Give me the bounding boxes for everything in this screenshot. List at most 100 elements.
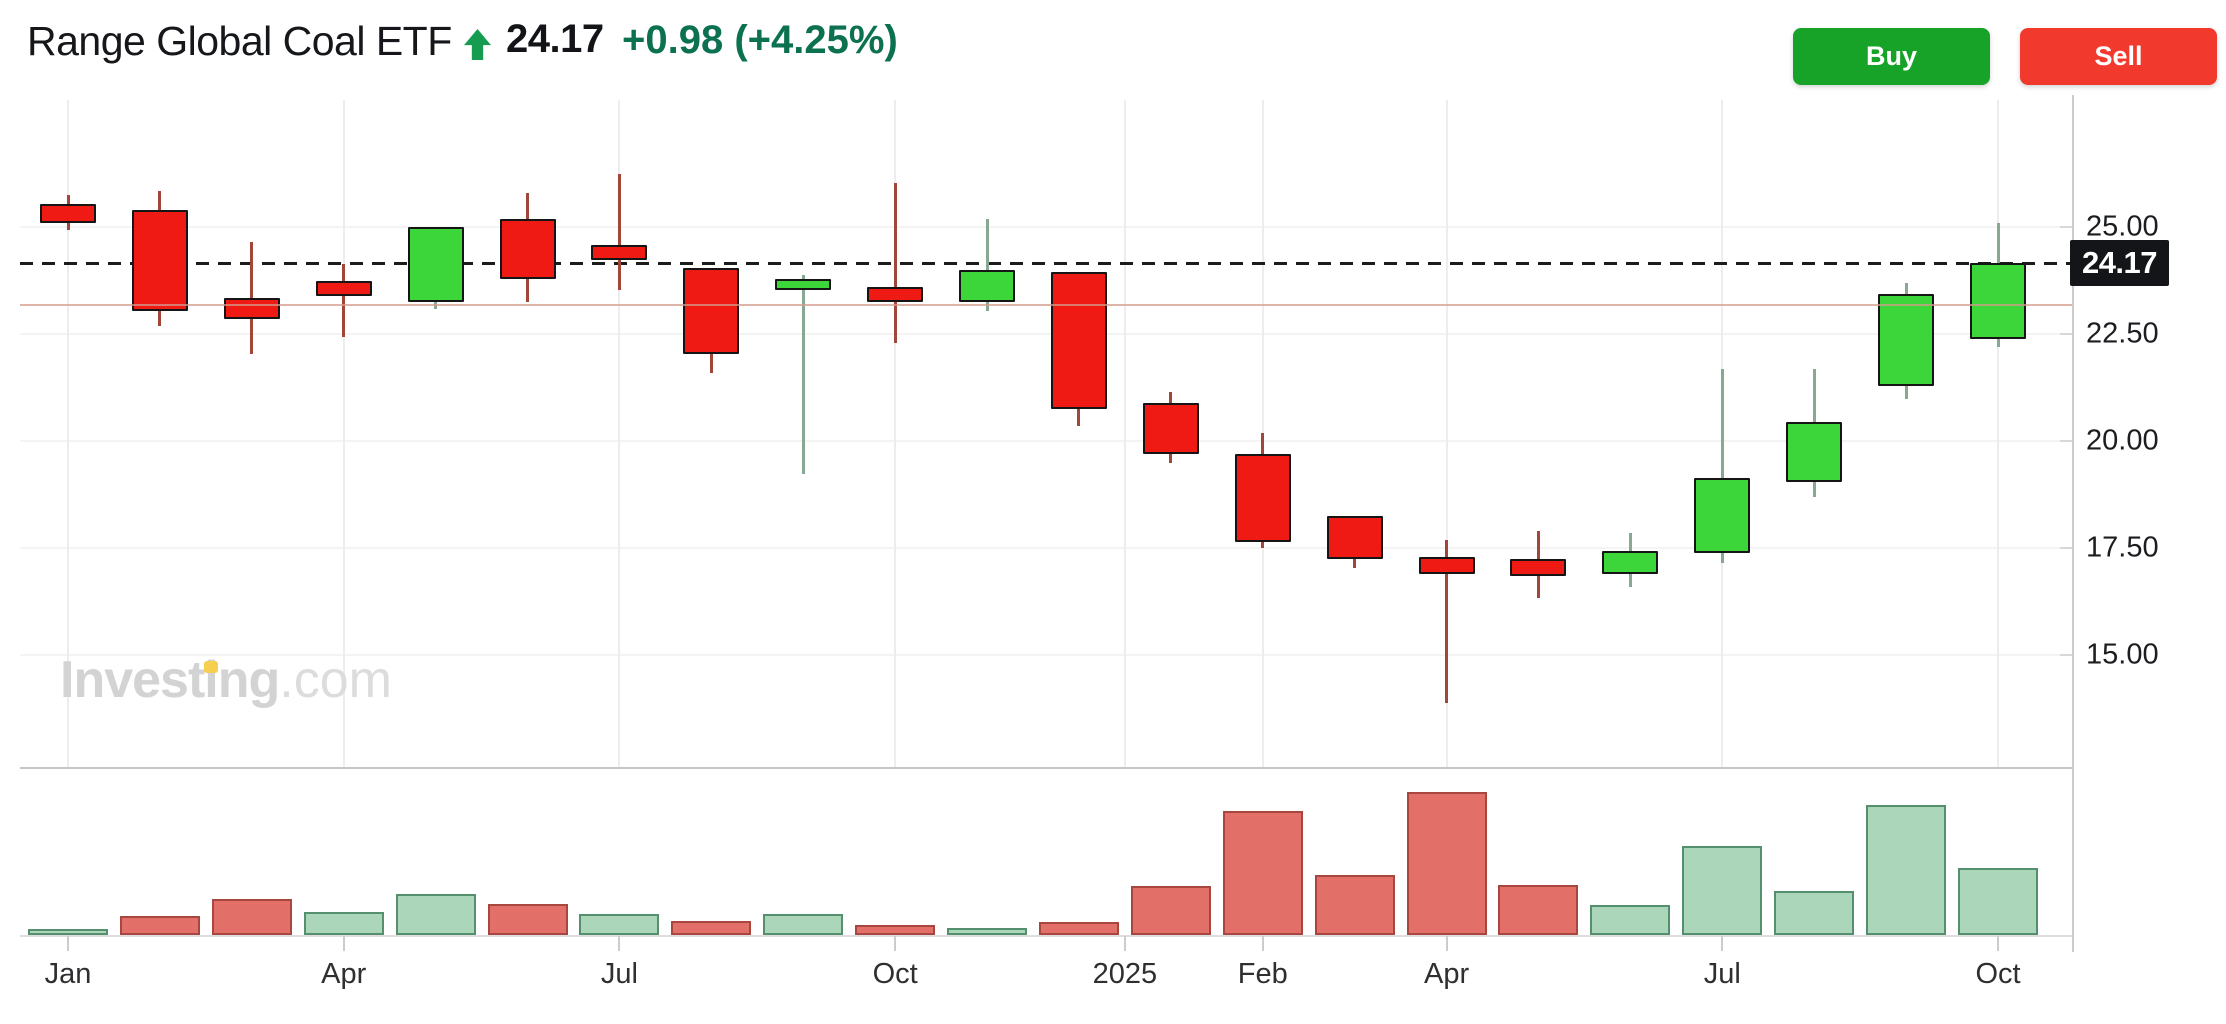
candle-body: [1970, 263, 2026, 339]
price-axis-label: 20.00: [2086, 424, 2159, 457]
price-axis-tick: [2060, 226, 2072, 229]
candle-wick: [250, 242, 254, 354]
volume-bar: [211, 899, 292, 935]
investing-watermark: Investing.com: [60, 651, 392, 709]
price-axis-tick: [2060, 654, 2072, 657]
change-percent: (+4.25%): [734, 18, 898, 62]
time-axis-label: Feb: [1237, 958, 1288, 990]
panel-separator: [20, 767, 2072, 769]
vertical-gridline: [1997, 100, 1999, 767]
sell-button[interactable]: Sell: [2020, 28, 2217, 85]
volume-bar: [395, 893, 476, 935]
volume-baseline: [20, 935, 2072, 937]
time-axis-tick: [1123, 936, 1126, 951]
time-axis-tick: [1721, 936, 1724, 951]
price-axis-label: 22.50: [2086, 317, 2159, 350]
volume-bar: [1682, 846, 1763, 935]
candle-body: [223, 298, 280, 320]
time-axis-tick: [1997, 936, 1999, 951]
instrument-title: Range Global Coal ETF: [27, 18, 452, 64]
candle-wick: [985, 218, 989, 311]
horizontal-gridline: [20, 333, 2072, 336]
volume-bar: [1498, 884, 1579, 935]
time-axis-tick: [1445, 936, 1448, 951]
volume-bar: [1130, 886, 1211, 935]
candle-body: [1050, 272, 1107, 410]
volume-bar: [119, 916, 200, 935]
time-axis-label: Apr: [321, 958, 367, 990]
candle-body: [1326, 516, 1383, 560]
price-change: +0.98 (+4.25%): [622, 18, 898, 63]
price-axis-tick: [2060, 440, 2072, 443]
last-price: 24.17: [506, 17, 604, 61]
candle-wick: [342, 263, 346, 337]
time-axis-label: Jan: [44, 958, 92, 990]
time-axis-label: Oct: [872, 958, 918, 990]
volume-bar: [671, 920, 752, 935]
candle-body: [315, 280, 372, 296]
candle-wick: [801, 274, 805, 474]
candle-wick: [1445, 539, 1449, 703]
candle-body: [40, 203, 96, 224]
time-axis-label: Apr: [1423, 958, 1470, 990]
candle-body: [1694, 477, 1751, 553]
volume-bar: [855, 924, 936, 935]
horizontal-gridline: [20, 226, 2072, 229]
candle-body: [407, 227, 464, 303]
candle-body: [959, 270, 1016, 303]
volume-bar: [1590, 904, 1671, 935]
time-axis-label: Oct: [1975, 958, 2021, 990]
vertical-gridline: [1123, 100, 1126, 767]
candle-body: [775, 278, 832, 290]
candle-body: [591, 244, 648, 260]
horizontal-gridline: [20, 654, 2072, 657]
watermark-yellow-dot-i: i: [204, 651, 219, 709]
previous-close-line: [20, 303, 2072, 306]
time-axis-tick: [1261, 936, 1264, 951]
vertical-gridline: [1445, 100, 1448, 767]
volume-bar: [763, 913, 844, 935]
price-axis-label: 15.00: [2086, 638, 2159, 671]
horizontal-gridline: [20, 440, 2072, 443]
vertical-gridline: [894, 100, 897, 767]
volume-bar: [487, 903, 568, 935]
volume-bar: [1314, 874, 1395, 935]
candle-body: [1786, 422, 1843, 483]
current-price-dashed-line: [20, 261, 2070, 265]
candle-wick: [617, 173, 621, 290]
time-axis-label: Jul: [600, 958, 638, 990]
candle-wick: [893, 182, 897, 344]
horizontal-gridline: [20, 547, 2072, 550]
candle-wick: [1720, 368, 1724, 564]
vertical-gridline: [342, 100, 345, 767]
change-value: +0.98: [622, 18, 724, 62]
price-axis-label: 17.50: [2086, 531, 2159, 564]
volume-bar: [1222, 810, 1303, 935]
time-axis-tick: [894, 936, 897, 951]
volume-bar: [1958, 867, 2038, 935]
volume-bar: [579, 913, 660, 935]
price-axis-tick: [2060, 547, 2072, 550]
vertical-gridline: [67, 100, 69, 767]
price-axis-label: 25.00: [2086, 210, 2159, 243]
volume-bar: [303, 912, 384, 935]
candle-body: [131, 210, 188, 311]
volume-bar: [1038, 922, 1119, 935]
time-axis-tick: [342, 936, 345, 951]
time-axis-tick: [618, 936, 621, 951]
volume-bar: [947, 927, 1028, 935]
candle-body: [1510, 559, 1567, 577]
price-axis-border: [2072, 95, 2074, 952]
price-axis-tick: [2060, 333, 2072, 336]
volume-bar: [1406, 792, 1487, 935]
candle-body: [1234, 454, 1291, 543]
buy-button[interactable]: Buy: [1793, 28, 1990, 85]
volume-bar: [1866, 804, 1947, 935]
candle-body: [867, 287, 924, 303]
vertical-gridline: [618, 100, 621, 767]
candle-body: [1142, 402, 1199, 455]
volume-bar: [1774, 890, 1855, 935]
time-axis-label: Jul: [1703, 958, 1741, 990]
